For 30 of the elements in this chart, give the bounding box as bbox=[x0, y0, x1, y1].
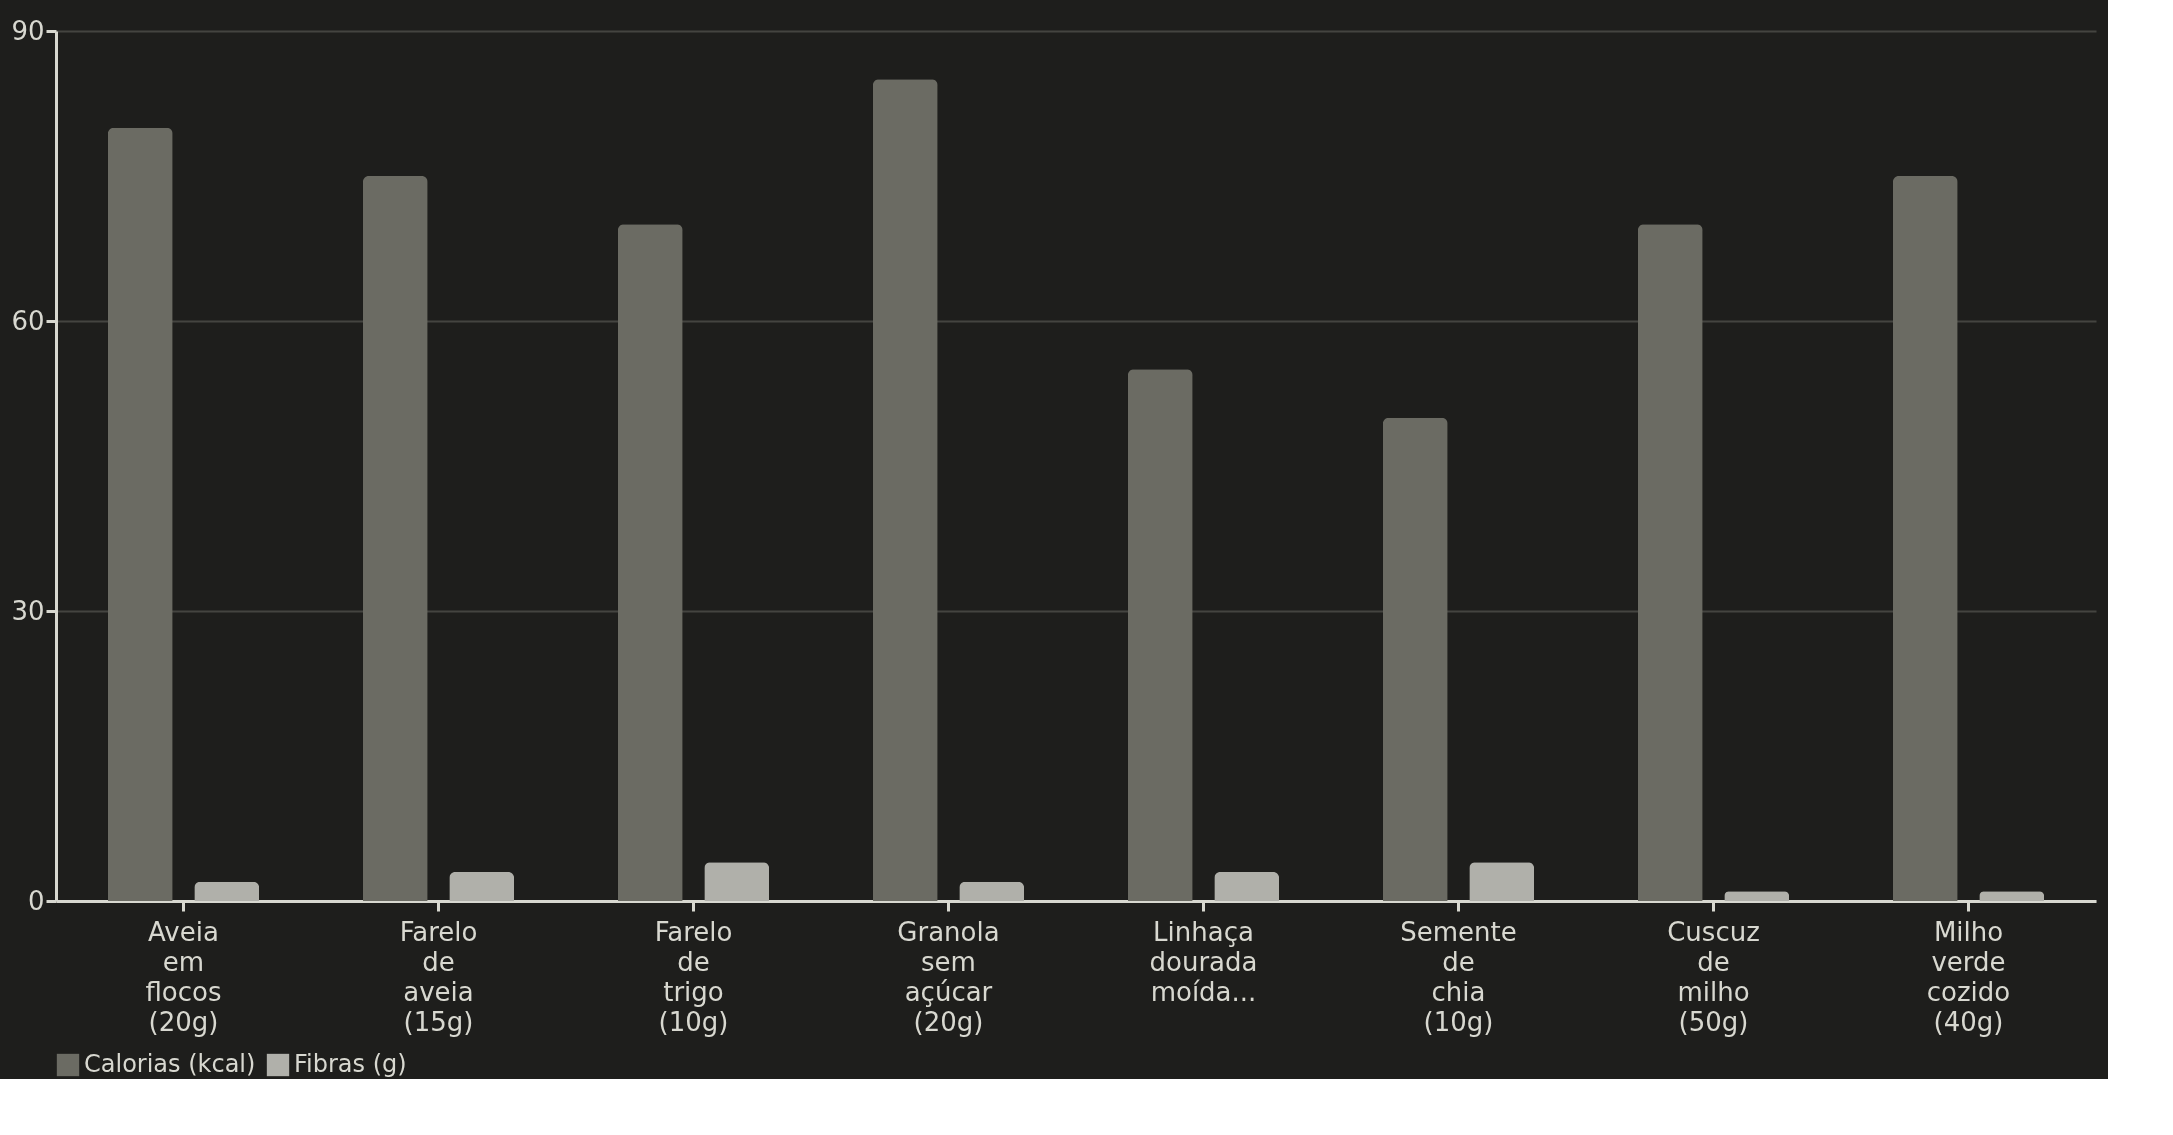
bar bbox=[704, 862, 770, 901]
bar bbox=[617, 224, 683, 901]
y-tick-label: 0 bbox=[27, 885, 45, 916]
legend-label: Fibras (g) bbox=[294, 1050, 407, 1078]
x-tick-label: Granola sem açúcar (20g) bbox=[897, 916, 1000, 1037]
bar bbox=[1892, 176, 1958, 901]
bar bbox=[362, 176, 428, 901]
bar bbox=[449, 872, 515, 901]
bar bbox=[872, 79, 938, 901]
y-tick-label: 30 bbox=[11, 595, 45, 626]
x-tick-label: Farelo de aveia (15g) bbox=[399, 916, 478, 1037]
bar bbox=[959, 881, 1025, 901]
bar bbox=[1469, 862, 1535, 901]
x-tick-label: Cuscuz de milho (50g) bbox=[1667, 916, 1760, 1037]
y-tick-label: 90 bbox=[11, 15, 45, 46]
legend-label: Calorias (kcal) bbox=[84, 1050, 256, 1078]
bar bbox=[1127, 369, 1193, 901]
bar bbox=[1724, 891, 1790, 901]
x-tick-label: Linhaça dourada moída... bbox=[1149, 916, 1258, 1007]
x-tick-label: Milho verde cozido (40g) bbox=[1926, 916, 2011, 1037]
x-tick-label: Semente de chia (10g) bbox=[1400, 916, 1517, 1037]
bar bbox=[1637, 224, 1703, 901]
bar bbox=[1214, 872, 1280, 901]
bar bbox=[194, 881, 260, 901]
x-tick-label: Aveia em flocos (20g) bbox=[145, 916, 222, 1037]
y-tick-label: 60 bbox=[11, 305, 45, 336]
bar bbox=[107, 127, 173, 901]
bar bbox=[1979, 891, 2045, 901]
x-tick-label: Farelo de trigo (10g) bbox=[654, 916, 733, 1037]
bar bbox=[1382, 417, 1448, 901]
